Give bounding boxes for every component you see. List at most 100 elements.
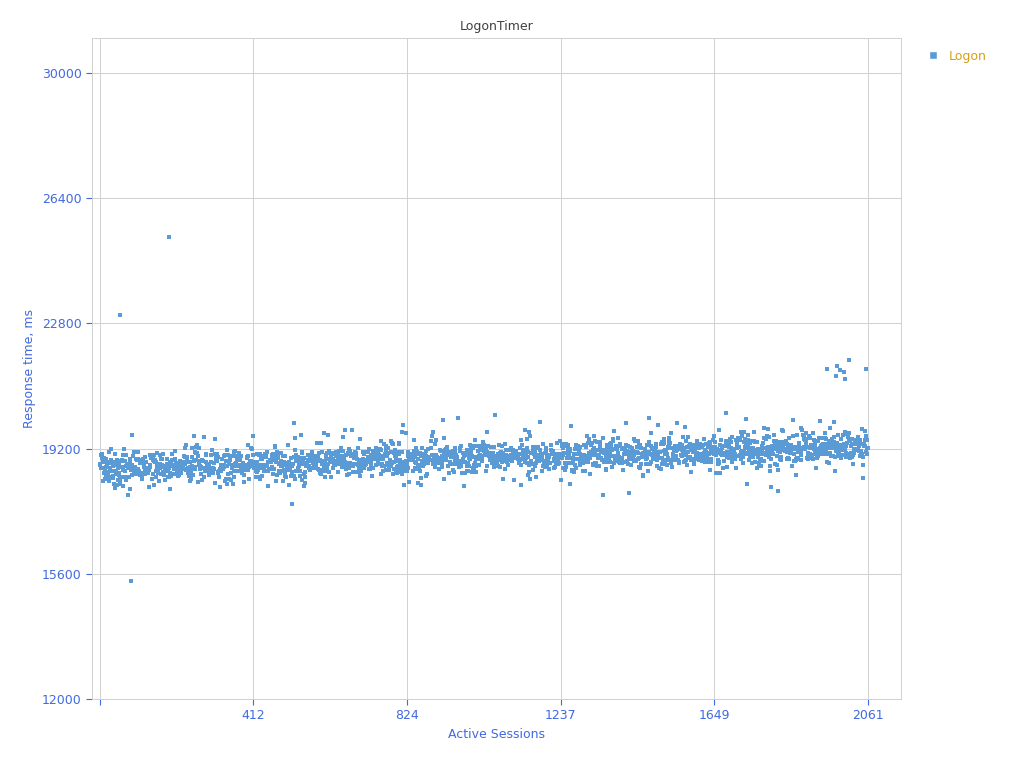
Point — [227, 458, 244, 470]
Point — [153, 452, 169, 465]
Point — [692, 452, 709, 464]
Point — [175, 462, 191, 475]
Point — [207, 433, 223, 445]
Point — [229, 450, 246, 462]
Point — [459, 444, 475, 456]
Point — [374, 449, 390, 462]
Point — [273, 460, 290, 472]
Point — [414, 478, 430, 491]
Point — [422, 454, 438, 466]
Point — [377, 448, 393, 460]
Point — [656, 445, 673, 457]
Point — [203, 466, 219, 478]
Point — [700, 447, 717, 459]
Point — [416, 452, 432, 465]
Point — [416, 458, 432, 470]
Point — [740, 442, 757, 454]
Point — [301, 462, 317, 475]
Point — [456, 480, 472, 492]
Point — [660, 432, 677, 445]
Point — [735, 445, 752, 458]
Point — [177, 451, 194, 463]
Point — [121, 462, 137, 475]
Point — [614, 464, 631, 476]
Point — [756, 432, 772, 445]
Point — [640, 435, 656, 448]
Point — [825, 450, 842, 462]
Point — [313, 437, 330, 449]
Point — [237, 458, 253, 471]
Point — [350, 463, 367, 475]
Point — [566, 443, 583, 455]
Point — [156, 466, 172, 478]
Point — [337, 458, 353, 471]
Point — [246, 459, 262, 472]
Point — [156, 469, 172, 482]
Point — [127, 461, 143, 473]
Point — [109, 468, 125, 481]
Point — [526, 448, 543, 460]
Point — [763, 481, 779, 493]
Point — [174, 458, 190, 470]
Point — [857, 434, 873, 446]
Point — [830, 446, 847, 458]
Point — [232, 465, 249, 477]
Point — [383, 459, 399, 472]
Point — [115, 464, 131, 476]
Point — [522, 456, 539, 468]
Point — [771, 439, 787, 451]
Point — [113, 455, 129, 467]
Point — [597, 464, 613, 476]
Point — [634, 448, 650, 460]
Point — [118, 449, 134, 462]
Point — [141, 464, 158, 476]
Point — [836, 366, 852, 378]
Point — [758, 442, 774, 454]
Point — [472, 444, 488, 456]
Point — [461, 449, 477, 461]
Point — [820, 447, 837, 459]
Point — [371, 449, 387, 462]
Point — [218, 455, 234, 467]
Point — [417, 456, 433, 468]
Point — [308, 453, 325, 465]
Point — [122, 575, 138, 588]
Point — [574, 456, 591, 468]
Point — [108, 448, 124, 460]
Point — [323, 455, 339, 467]
Point — [231, 454, 248, 466]
Point — [810, 443, 826, 455]
Point — [358, 458, 375, 470]
Point — [798, 426, 814, 439]
Point — [109, 454, 125, 466]
Point — [167, 445, 183, 458]
Point — [578, 452, 594, 465]
Point — [422, 453, 438, 465]
Point — [270, 458, 287, 470]
Point — [849, 435, 865, 447]
Point — [599, 439, 615, 452]
Point — [622, 453, 638, 465]
Point — [767, 458, 783, 470]
Point — [194, 454, 210, 466]
Point — [632, 439, 648, 452]
Point — [426, 449, 442, 462]
Point — [525, 445, 542, 458]
Point — [701, 440, 718, 452]
Point — [182, 462, 199, 474]
Point — [186, 461, 203, 473]
Point — [626, 445, 642, 457]
Point — [510, 451, 526, 463]
Point — [838, 447, 854, 459]
Point — [365, 451, 381, 463]
Point — [699, 441, 716, 453]
Point — [135, 455, 152, 468]
Point — [649, 419, 666, 432]
Point — [426, 449, 442, 461]
Point — [573, 449, 590, 461]
Point — [817, 444, 834, 456]
Point — [346, 452, 362, 465]
Point — [185, 455, 202, 468]
Point — [822, 422, 839, 434]
Point — [410, 452, 426, 465]
